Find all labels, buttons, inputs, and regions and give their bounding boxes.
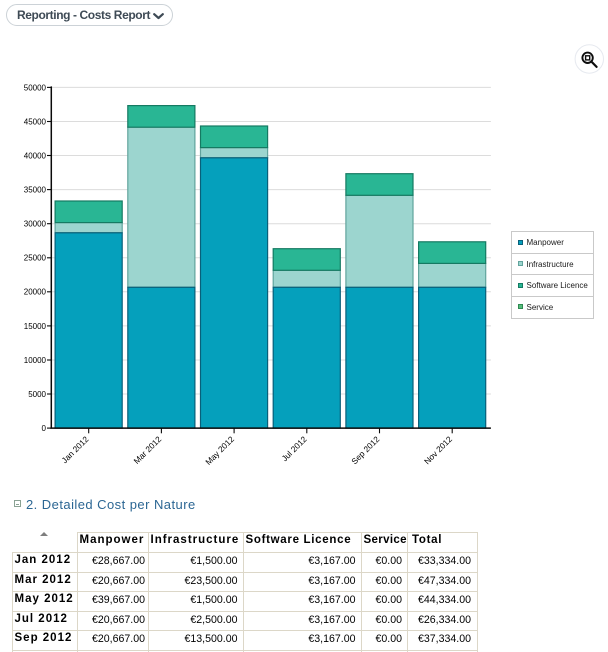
svg-text:Sep 2012: Sep 2012 [349, 434, 381, 466]
svg-text:May 2012: May 2012 [203, 434, 236, 467]
svg-text:50000: 50000 [24, 83, 47, 92]
svg-text:Jul 2012: Jul 2012 [279, 434, 309, 464]
svg-text:40000: 40000 [24, 151, 47, 160]
svg-text:15000: 15000 [24, 322, 47, 331]
svg-text:45000: 45000 [24, 117, 47, 126]
svg-text:25000: 25000 [24, 254, 47, 263]
svg-text:Mar 2012: Mar 2012 [131, 434, 163, 466]
svg-text:Nov 2012: Nov 2012 [422, 434, 454, 466]
svg-text:Jan 2012: Jan 2012 [59, 434, 90, 465]
svg-text:0: 0 [42, 424, 47, 433]
svg-text:30000: 30000 [24, 220, 47, 229]
svg-text:35000: 35000 [24, 186, 47, 195]
svg-text:5000: 5000 [28, 390, 46, 399]
svg-text:20000: 20000 [24, 288, 47, 297]
svg-text:10000: 10000 [24, 356, 47, 365]
